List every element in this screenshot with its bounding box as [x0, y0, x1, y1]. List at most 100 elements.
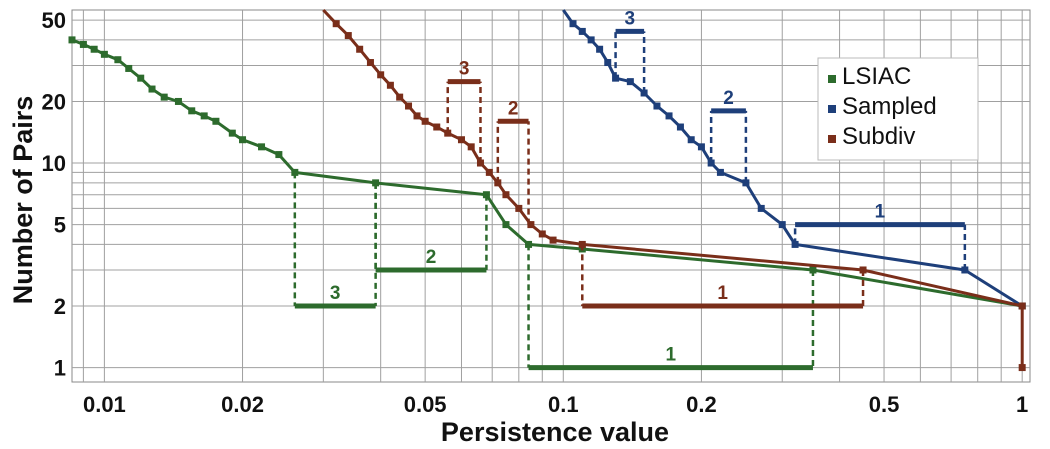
data-point — [569, 20, 577, 28]
data-point — [148, 85, 156, 93]
data-point — [515, 204, 523, 212]
legend-box — [817, 57, 979, 161]
data-point — [377, 71, 385, 79]
x-tick-label: 0.01 — [83, 392, 126, 417]
bar-label: 1 — [717, 283, 728, 304]
data-point — [258, 143, 266, 151]
x-tick-label: 0.1 — [548, 392, 579, 417]
data-point — [137, 74, 145, 82]
legend-label: LSIAC — [842, 63, 911, 90]
data-point — [778, 221, 786, 229]
persistence-bar-subdiv-1: 1 — [581, 244, 865, 309]
series-layer — [68, 8, 1026, 372]
bar-label: 3 — [330, 283, 341, 304]
data-point — [160, 93, 168, 101]
data-point — [578, 27, 586, 35]
y-tick-label: 1 — [54, 356, 66, 381]
data-point — [1018, 302, 1026, 310]
data-point — [549, 236, 557, 244]
data-point — [697, 143, 705, 151]
legend-swatch — [828, 105, 836, 113]
data-point — [239, 136, 247, 144]
data-point — [626, 78, 634, 86]
data-point — [716, 168, 724, 176]
data-point — [68, 36, 76, 44]
data-point — [757, 204, 765, 212]
data-point — [344, 32, 352, 40]
y-tick-label: 20 — [42, 89, 66, 114]
data-point — [587, 36, 595, 44]
data-point — [665, 112, 673, 120]
data-point — [366, 59, 374, 67]
data-point — [485, 168, 493, 176]
data-point — [386, 81, 394, 89]
persistence-bars: 1 2 3 1 2 3 1 2 3 — [293, 8, 967, 371]
data-point — [653, 102, 661, 110]
bar-label: 3 — [459, 59, 470, 80]
bar-label: 2 — [508, 98, 519, 119]
data-point — [527, 221, 535, 229]
data-point — [433, 123, 441, 131]
data-point — [90, 45, 98, 53]
data-point — [502, 221, 510, 229]
data-point — [687, 136, 695, 144]
x-tick-label: 0.2 — [686, 392, 717, 417]
legend-swatch — [828, 75, 836, 83]
bar-label: 3 — [625, 8, 636, 29]
data-point — [421, 117, 429, 125]
data-point — [467, 143, 475, 151]
data-point — [502, 191, 510, 199]
persistence-bar-sampled-3: 3 — [614, 8, 646, 93]
data-point — [100, 50, 108, 58]
data-point — [332, 20, 340, 28]
data-point — [396, 93, 404, 101]
x-tick-labels: 0.01 0.02 0.05 0.1 0.2 0.5 1 — [83, 392, 1028, 417]
y-tick-label: 2 — [54, 294, 66, 319]
bar-label: 2 — [723, 88, 734, 109]
data-point — [356, 45, 364, 53]
data-point — [188, 107, 196, 115]
data-point — [79, 40, 87, 48]
legend-label: Subdiv — [842, 123, 915, 150]
data-point — [413, 112, 421, 120]
legend-swatch — [828, 135, 836, 143]
data-point — [1018, 364, 1026, 372]
data-point — [212, 117, 220, 125]
bar-label: 2 — [426, 247, 437, 268]
persistence-bar-lsiac-3: 3 — [293, 172, 377, 309]
data-point — [604, 59, 612, 67]
data-point — [174, 97, 182, 105]
bar-label: 1 — [665, 345, 676, 366]
y-axis-title: Number of Pairs — [8, 96, 38, 305]
x-tick-label: 1 — [1016, 392, 1028, 417]
legend: LSIAC Sampled Subdiv — [817, 57, 979, 161]
legend-label: Sampled — [842, 93, 937, 120]
series-line — [562, 9, 1023, 308]
persistence-bar-subdiv-3: 3 — [446, 59, 482, 164]
persistence-bar-lsiac-2: 2 — [374, 182, 488, 273]
persistence-bar-sampled-2: 2 — [709, 88, 748, 183]
bar-label: 1 — [875, 202, 886, 223]
y-tick-labels: 1 2 5 10 20 50 — [42, 8, 66, 380]
persistence-bar-lsiac-1: 1 — [527, 244, 815, 371]
data-point — [538, 230, 546, 238]
y-tick-label: 50 — [42, 8, 66, 33]
plot-frame — [71, 9, 1031, 383]
data-point — [405, 102, 413, 110]
persistence-bar-subdiv-2: 2 — [496, 98, 530, 225]
data-point — [275, 151, 283, 159]
data-point — [200, 112, 208, 120]
data-point — [228, 129, 236, 137]
data-point — [114, 56, 122, 64]
data-point — [596, 45, 604, 53]
x-tick-label: 0.02 — [221, 392, 264, 417]
x-tick-label: 0.5 — [869, 392, 900, 417]
y-tick-label: 5 — [54, 213, 66, 238]
data-point — [676, 123, 684, 131]
persistence-bar-sampled-1: 1 — [793, 202, 967, 270]
data-point — [457, 136, 465, 144]
x-axis-title: Persistence value — [441, 417, 669, 447]
data-point — [125, 64, 133, 72]
series-lsiac — [68, 36, 1026, 310]
